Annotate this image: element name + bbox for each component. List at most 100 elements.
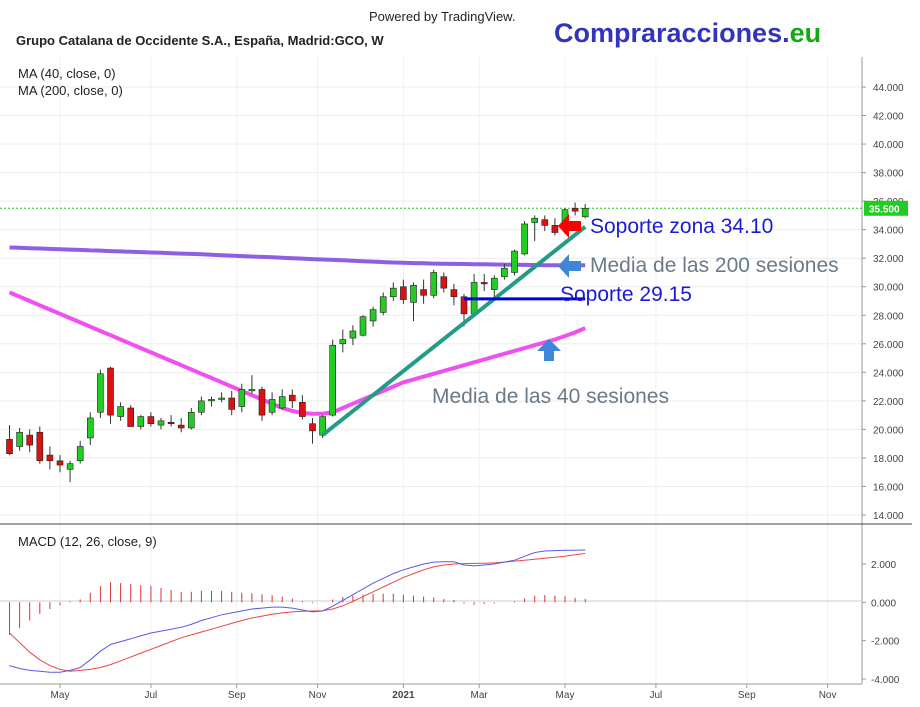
candle-body (450, 289, 458, 298)
candle-body (440, 276, 448, 289)
ma200-annotation: Media de las 200 sesiones (590, 254, 839, 277)
candle-body (16, 431, 23, 447)
candle-body (238, 389, 246, 407)
price-tick-label: 14.000 (873, 511, 904, 522)
candle (541, 215, 549, 232)
candle-body (299, 401, 306, 417)
candle (581, 203, 589, 219)
macd-line (9, 549, 586, 673)
time-tick-label: May (556, 690, 575, 701)
candle-body (490, 277, 498, 290)
candle (228, 390, 235, 416)
candle (198, 396, 205, 416)
candle (521, 221, 528, 256)
candle (511, 249, 518, 276)
candle (177, 417, 185, 433)
price-tick-label: 34.000 (873, 226, 904, 237)
last-price-value: 35.500 (869, 204, 900, 215)
support-zone-annotation: Soporte zona 34.10 (590, 215, 773, 238)
candle-body (410, 285, 417, 303)
candle (450, 283, 458, 306)
macd-signal-line (9, 553, 586, 672)
candle (117, 402, 124, 421)
candle (268, 392, 276, 416)
price-tick-label: 16.000 (873, 482, 904, 493)
candle (288, 389, 296, 408)
candle (440, 272, 448, 293)
price-axis: 44.00042.00040.00038.00036.00034.00032.0… (862, 83, 904, 522)
price-tick-label: 30.000 (873, 283, 904, 294)
candle (490, 275, 498, 299)
price-tick-label: 44.000 (873, 83, 904, 94)
candle (6, 425, 13, 456)
candle (147, 412, 155, 427)
candle (470, 273, 478, 317)
candle-body (228, 397, 235, 410)
macd-histogram (9, 582, 586, 635)
time-tick-label: Mar (471, 690, 489, 701)
macd-axis: 2.000 0.000 -2.000 -4.000 (862, 560, 900, 686)
price-tick-label: 28.000 (873, 311, 904, 322)
candle (137, 415, 145, 430)
candle (218, 392, 225, 403)
candle-body (147, 416, 155, 424)
candle-body (97, 373, 104, 413)
candle (309, 417, 316, 444)
candle-body (501, 267, 508, 278)
candle (339, 329, 347, 353)
support-2915-annotation: Soporte 29.15 (560, 283, 692, 306)
candle-body (460, 296, 468, 315)
candle-body (137, 416, 145, 427)
price-tick-label: 38.000 (873, 169, 904, 180)
candle-body (46, 454, 54, 462)
candle (167, 415, 175, 427)
candle-body (208, 399, 215, 402)
candle-body (551, 225, 559, 233)
time-tick-label: Nov (819, 690, 837, 701)
candle-body (400, 286, 407, 300)
candle-body (258, 389, 266, 416)
blue-left-arrow-icon (558, 254, 581, 278)
candle (400, 279, 407, 304)
candle-body (278, 396, 286, 409)
candle (501, 263, 508, 280)
candle-body (26, 434, 34, 446)
candle (480, 273, 488, 292)
price-tick-label: 22.000 (873, 397, 904, 408)
candle-body (309, 423, 316, 432)
candle-body (6, 439, 13, 454)
candle (299, 395, 306, 420)
candle (410, 282, 417, 321)
candle (551, 218, 559, 236)
blue-up-arrow-icon (537, 339, 561, 361)
brand-name: Compraracciones. (554, 18, 790, 48)
red-left-arrow-icon (558, 214, 581, 238)
brand-tld: eu (790, 18, 822, 48)
macd-tick-label: 0.000 (871, 598, 896, 609)
candle (157, 417, 165, 430)
candle (56, 455, 64, 473)
candle-body (369, 309, 377, 322)
candle (66, 460, 74, 483)
candle (188, 408, 195, 430)
time-axis: May Jul Sep Nov 2021 Mar May Jul Sep Nov (51, 684, 837, 701)
candle (329, 339, 337, 417)
candle (359, 315, 367, 337)
time-tick-label: Jul (650, 690, 663, 701)
candle-body (177, 424, 185, 429)
instrument-title: Grupo Catalana de Occidente S.A., España… (16, 33, 384, 48)
candle (571, 202, 579, 216)
candle (369, 306, 377, 327)
candle-body (268, 399, 276, 413)
price-tick-label: 18.000 (873, 454, 904, 465)
price-tick-label: 24.000 (873, 368, 904, 379)
candle (76, 440, 84, 464)
candle-body (531, 217, 539, 223)
candle (107, 366, 114, 424)
candle-body (480, 282, 488, 285)
candle (278, 389, 286, 410)
candle (430, 269, 438, 299)
time-tick-label: Sep (738, 690, 756, 701)
candle (258, 386, 266, 421)
